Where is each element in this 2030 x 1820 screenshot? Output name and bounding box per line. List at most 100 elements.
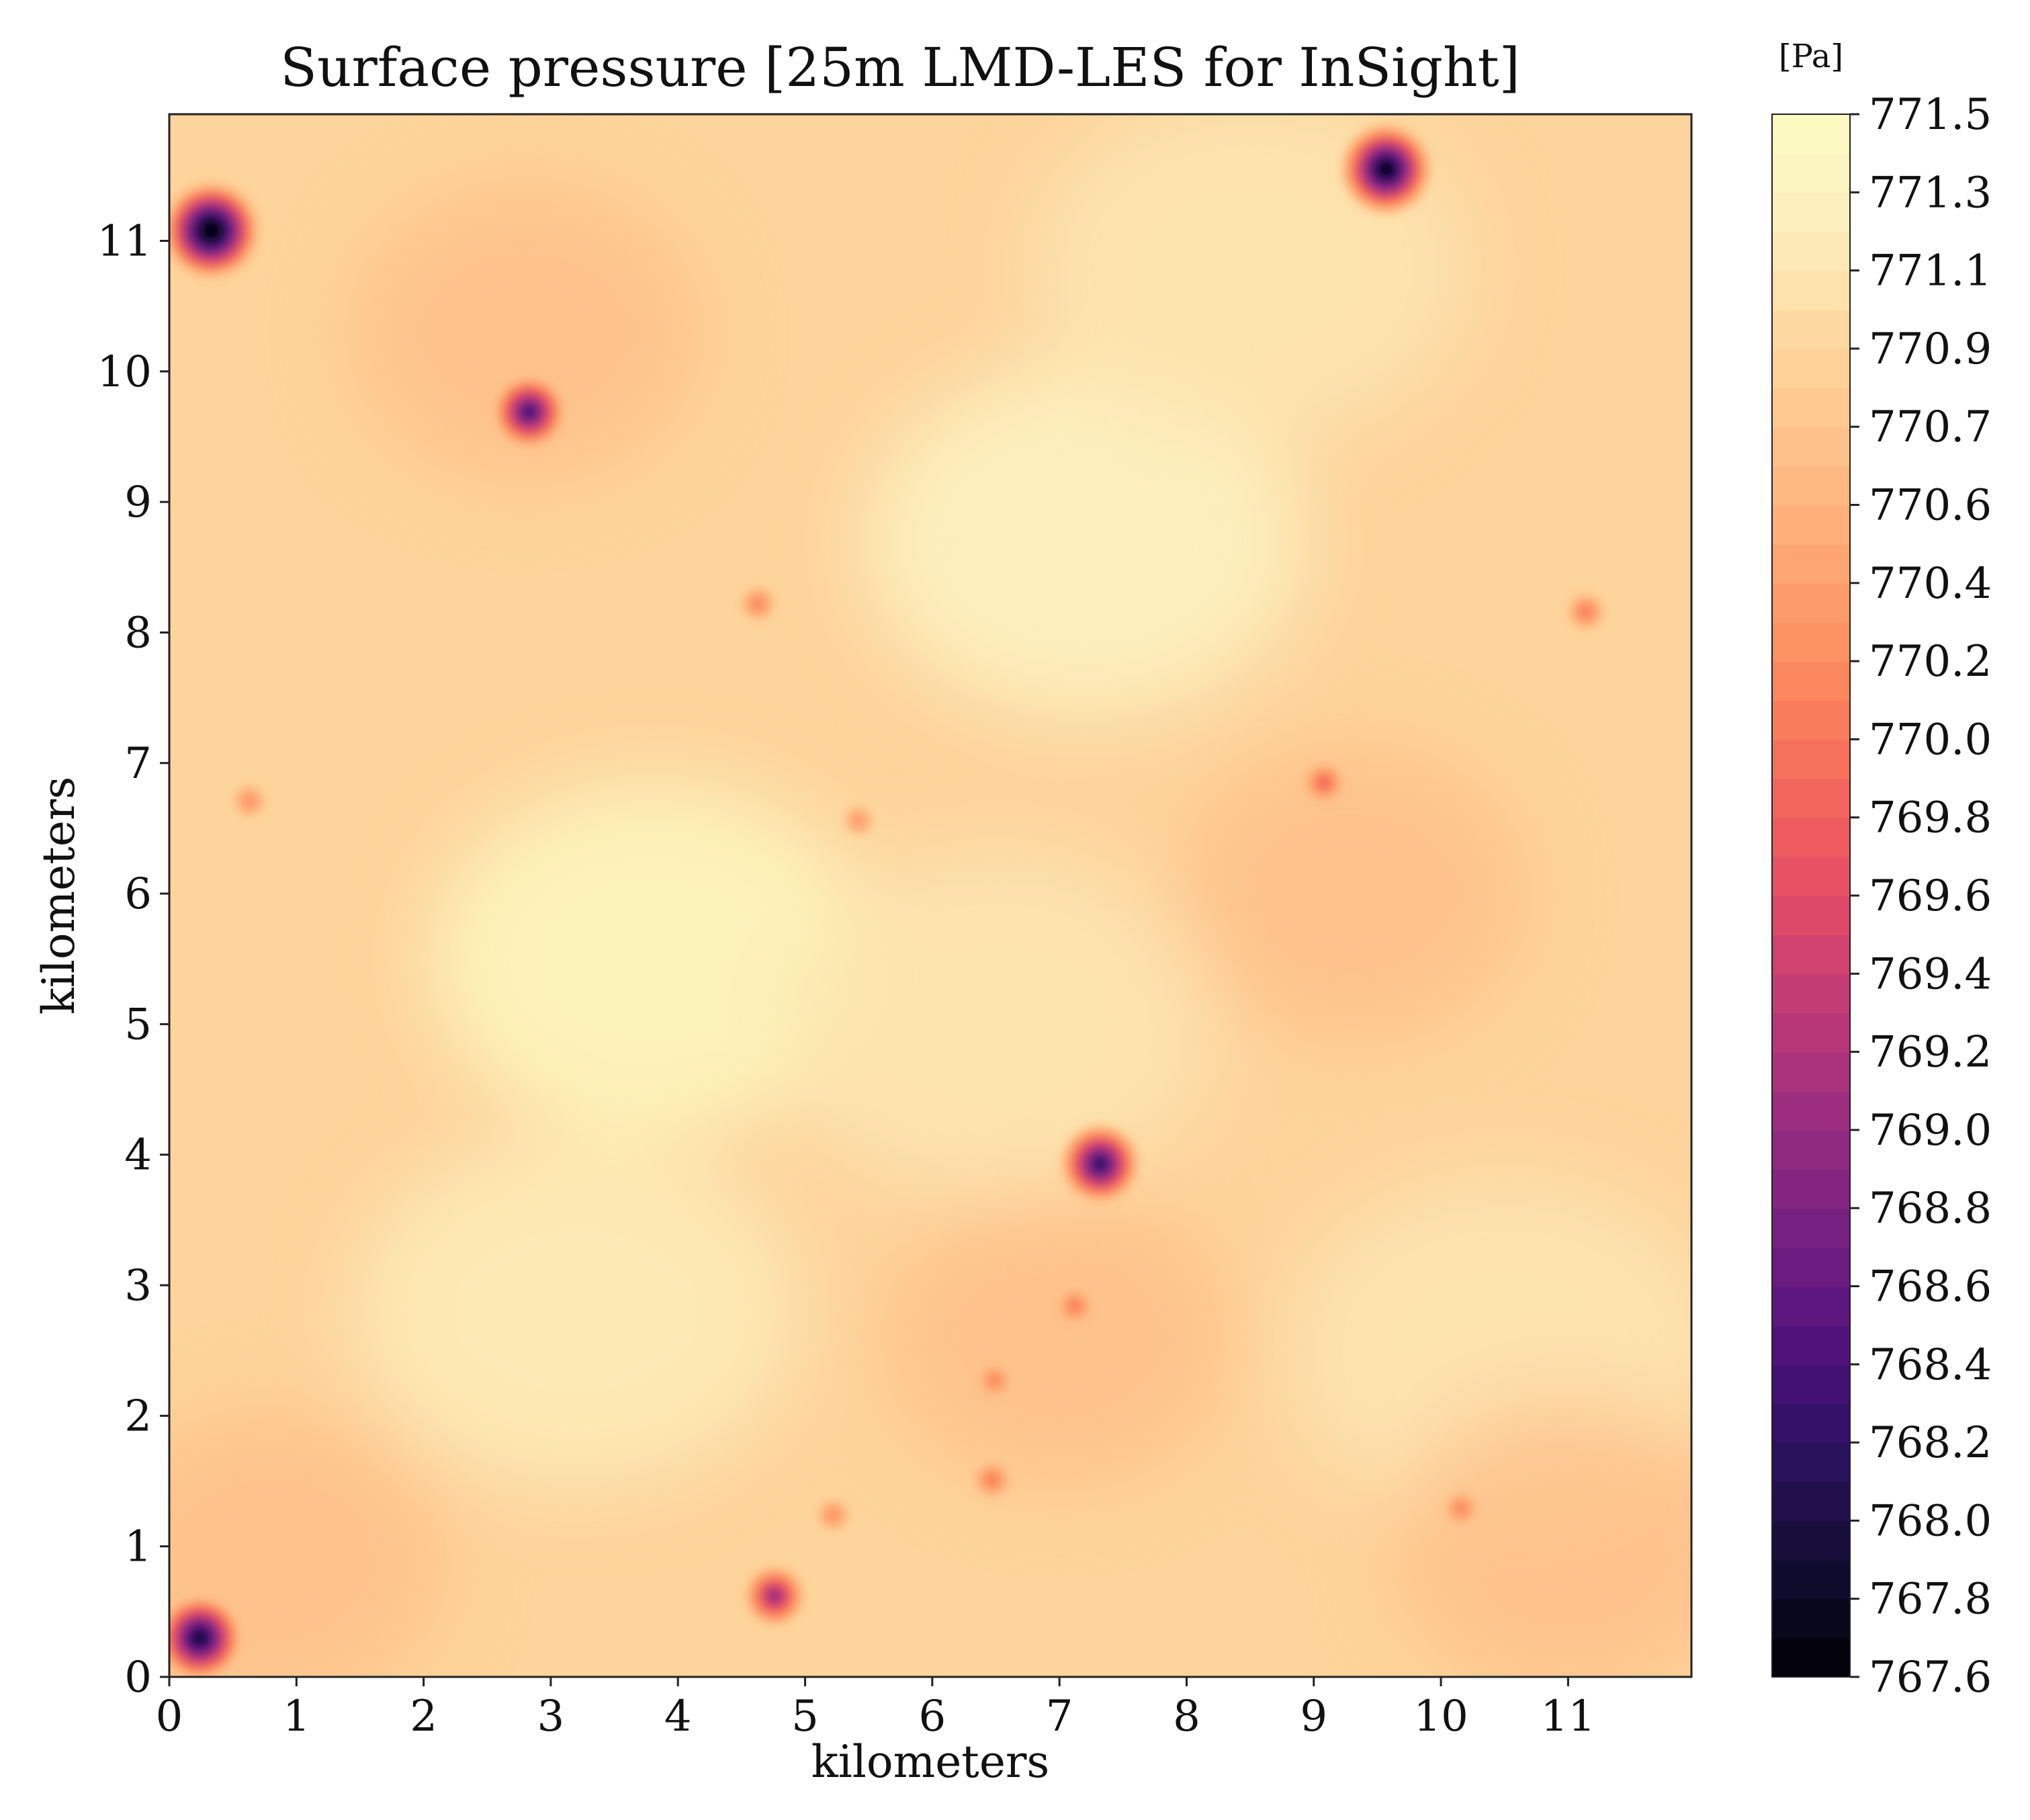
x-tick-label: 4 — [664, 1692, 692, 1741]
colorbar-band — [1772, 1520, 1850, 1561]
y-tick-label: 5 — [124, 1000, 152, 1049]
colorbar-band — [1772, 856, 1850, 896]
colorbar-band — [1772, 1325, 1850, 1365]
vortex-ring — [856, 818, 862, 824]
colorbar-tick-label: 771.5 — [1869, 90, 1992, 140]
colorbar-tick-label: 768.4 — [1869, 1340, 1992, 1390]
colorbar-band — [1772, 1129, 1850, 1170]
x-tick-label: 11 — [1541, 1692, 1595, 1741]
pressure-regions — [169, 114, 1691, 1677]
colorbar-band — [1772, 1247, 1850, 1287]
x-tick-label: 3 — [537, 1692, 565, 1741]
colorbar-bands — [1772, 114, 1850, 1678]
x-axis: 0 1 2 3 4 5 6 7 8 9 10 11 — [156, 1677, 1595, 1741]
colorbar-label: [Pa] — [1779, 38, 1843, 75]
y-tick-label: 8 — [124, 608, 152, 658]
x-tick-label: 0 — [156, 1692, 183, 1741]
colorbar-band — [1772, 1169, 1850, 1209]
y-axis-label: kilometers — [33, 777, 85, 1015]
colorbar: 767.6 767.8 768.0 768.2 768.4 768.6 768.8 769.0… — [1771, 38, 1992, 1702]
colorbar-band — [1772, 1012, 1850, 1053]
vortex — [1303, 762, 1345, 804]
vortex — [1057, 1288, 1093, 1324]
colorbar-tick-label: 770.6 — [1869, 481, 1992, 531]
colorbar-band — [1772, 621, 1850, 662]
vortex-ring — [1321, 779, 1327, 786]
low-pressure-region — [1393, 1398, 1691, 1677]
colorbar-tick-label: 768.0 — [1869, 1496, 1992, 1546]
vortex — [1444, 1491, 1479, 1526]
vortex — [818, 1500, 849, 1531]
vortex — [844, 806, 873, 835]
colorbar-band — [1772, 505, 1850, 545]
colorbar-tick-label: 770.0 — [1869, 715, 1992, 765]
colorbar-tick-label: 770.7 — [1869, 402, 1992, 452]
y-tick-label: 0 — [124, 1653, 152, 1702]
vortex-ring — [1071, 1303, 1077, 1309]
vortex-ring — [770, 1591, 779, 1601]
vortex-ring — [1094, 1158, 1106, 1170]
colorbar-band — [1772, 1442, 1850, 1483]
plot-frame — [168, 113, 1693, 1678]
vortex — [744, 1565, 805, 1627]
vortex-layer — [169, 123, 1604, 1677]
vortex — [169, 1594, 243, 1677]
y-tick-label: 4 — [124, 1131, 152, 1180]
colorbar-band — [1772, 1051, 1850, 1092]
low-pressure-region — [1177, 746, 1527, 1042]
colorbar-tick-label: 771.1 — [1869, 247, 1992, 296]
vortex-ring — [193, 1631, 207, 1645]
colorbar-band — [1772, 427, 1850, 467]
colorbar-band — [1772, 935, 1850, 975]
vortex-ring — [991, 1377, 998, 1383]
x-tick-label: 1 — [283, 1692, 310, 1741]
colorbar-band — [1772, 1637, 1850, 1678]
colorbar-band — [1772, 1090, 1850, 1131]
vortex — [1568, 593, 1604, 630]
colorbar-band — [1772, 231, 1850, 271]
colorbar-band — [1772, 466, 1850, 506]
high-pressure-region — [774, 849, 1218, 1199]
colorbar-tick-label: 767.6 — [1869, 1653, 1992, 1702]
colorbar-tick-label: 769.6 — [1869, 871, 1992, 921]
colorbar-band — [1772, 1403, 1850, 1444]
y-tick-label: 6 — [124, 869, 152, 919]
high-pressure-region — [863, 366, 1307, 716]
colorbar-band — [1772, 973, 1850, 1014]
vortex-ring — [755, 601, 761, 607]
colorbar-band — [1772, 700, 1850, 740]
vortex-ring — [204, 222, 219, 238]
colorbar-band — [1772, 348, 1850, 389]
y-tick-label: 10 — [97, 347, 152, 397]
x-axis-label: kilometers — [811, 1736, 1050, 1788]
chart-title: Surface pressure [25m LMD-LES for InSigh… — [280, 36, 1520, 99]
colorbar-band — [1772, 544, 1850, 584]
colorbar-tick-label: 768.6 — [1869, 1262, 1992, 1312]
vortex-ring — [830, 1512, 836, 1518]
colorbar-band — [1772, 270, 1850, 310]
colorbar-band — [1772, 1208, 1850, 1248]
colorbar-band — [1772, 153, 1850, 193]
low-pressure-region — [885, 1189, 1235, 1485]
vortex — [492, 374, 567, 449]
x-tick-label: 6 — [918, 1692, 946, 1741]
high-pressure-region — [354, 1136, 798, 1486]
colorbar-tick-label: 771.3 — [1869, 168, 1992, 218]
colorbar-tick-label: 769.4 — [1869, 949, 1992, 999]
colorbar-band — [1772, 114, 1850, 155]
y-tick-label: 7 — [124, 739, 152, 789]
colorbar-band — [1772, 778, 1850, 818]
colorbar-tick-label: 769.2 — [1869, 1028, 1992, 1078]
y-axis: 0 1 2 3 4 5 6 7 8 9 10 11 — [97, 216, 169, 1702]
x-tick-label: 2 — [410, 1692, 437, 1741]
colorbar-tick-label: 768.2 — [1869, 1418, 1992, 1468]
y-tick-label: 2 — [124, 1391, 152, 1441]
colorbar-band — [1772, 739, 1850, 779]
x-tick-label: 8 — [1173, 1692, 1200, 1741]
vortex — [974, 1461, 1010, 1498]
colorbar-band — [1772, 661, 1850, 701]
colorbar-band — [1772, 1559, 1850, 1600]
colorbar-band — [1772, 192, 1850, 232]
vortex — [1340, 123, 1432, 215]
